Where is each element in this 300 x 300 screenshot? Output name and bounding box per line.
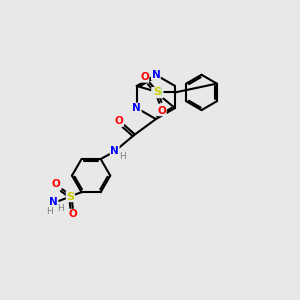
Text: O: O [158, 106, 166, 116]
Text: H: H [46, 207, 52, 216]
Text: O: O [68, 209, 77, 219]
Text: O: O [51, 179, 60, 189]
Text: O: O [140, 72, 149, 82]
Text: N: N [152, 70, 160, 80]
Text: H: H [58, 205, 64, 214]
Text: S: S [153, 87, 161, 98]
Text: N: N [110, 146, 119, 156]
Text: S: S [66, 192, 74, 202]
Text: Cl: Cl [152, 88, 163, 98]
Text: N: N [132, 103, 141, 113]
Text: N: N [49, 197, 58, 208]
Text: H: H [119, 152, 126, 161]
Text: O: O [115, 116, 124, 126]
